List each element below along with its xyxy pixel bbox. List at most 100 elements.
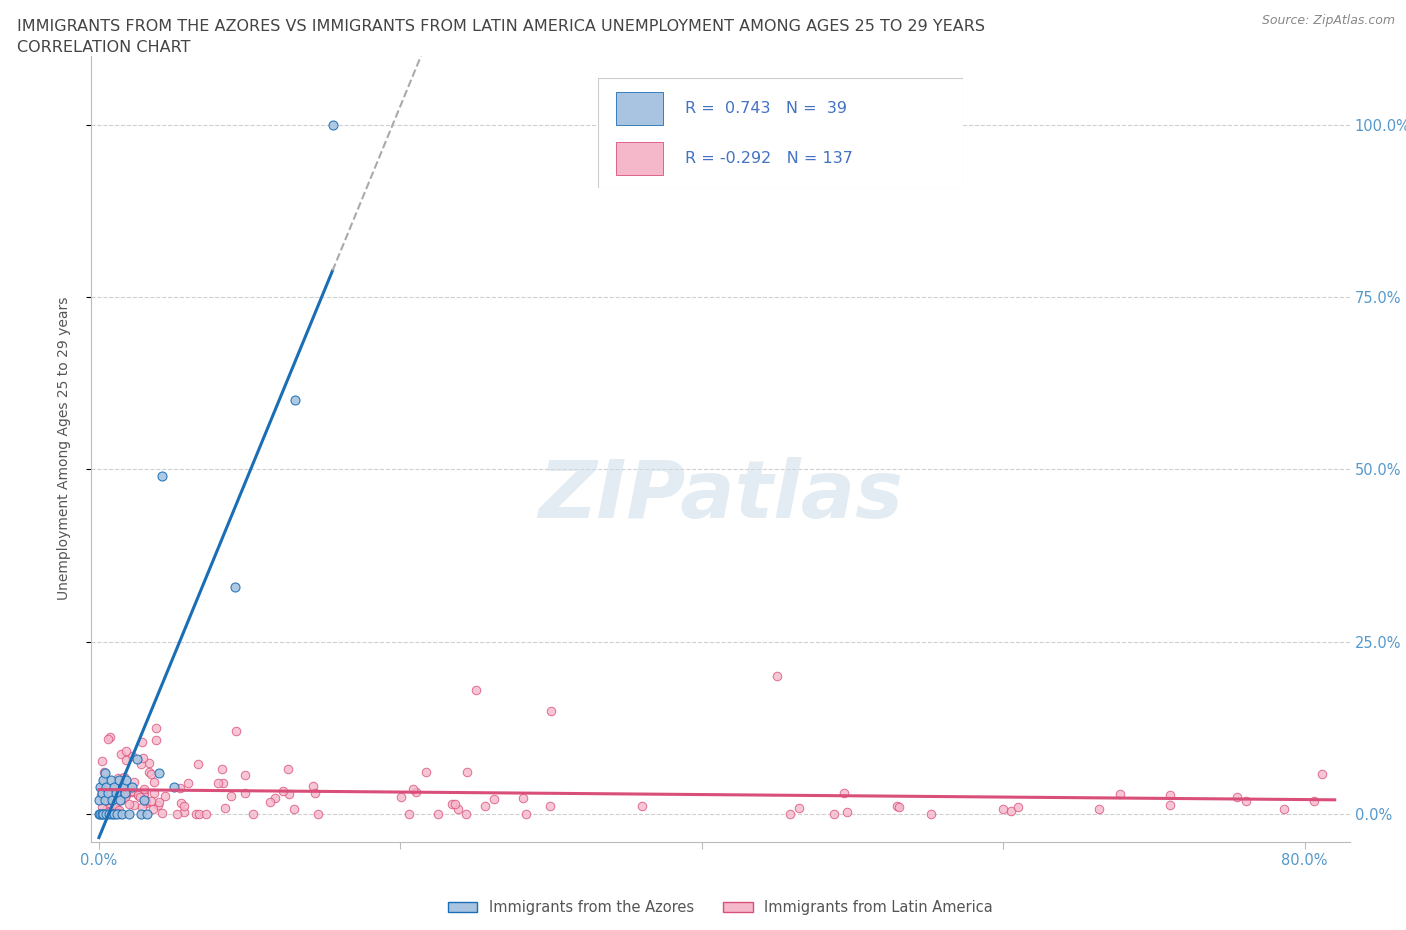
Point xyxy=(426,806,449,821)
Point xyxy=(887,799,910,814)
Point xyxy=(538,799,561,814)
Point xyxy=(107,803,129,817)
Point xyxy=(264,790,287,805)
Point xyxy=(103,779,125,794)
Point xyxy=(127,788,149,803)
Point xyxy=(207,776,229,790)
Legend: Immigrants from the Azores, Immigrants from Latin America: Immigrants from the Azores, Immigrants f… xyxy=(443,894,998,921)
Point xyxy=(484,791,506,806)
Point xyxy=(136,806,159,821)
Point xyxy=(107,783,129,798)
Point xyxy=(1225,790,1247,804)
Point xyxy=(121,748,143,763)
Point xyxy=(447,802,470,817)
Point xyxy=(110,747,132,762)
Point xyxy=(110,792,132,807)
Point xyxy=(101,806,124,821)
Point xyxy=(405,785,427,800)
Point xyxy=(135,793,157,808)
Point xyxy=(302,779,325,794)
Point xyxy=(886,798,908,813)
Point xyxy=(787,801,810,816)
Point xyxy=(91,806,114,821)
Point xyxy=(134,793,156,808)
Point xyxy=(148,765,170,780)
Point xyxy=(834,786,856,801)
Point xyxy=(94,789,117,804)
Point xyxy=(242,806,264,821)
Point xyxy=(115,785,138,800)
Point xyxy=(91,800,114,815)
Point xyxy=(87,806,110,821)
Point xyxy=(214,801,236,816)
Point xyxy=(415,764,437,779)
Point xyxy=(173,799,195,814)
Point xyxy=(104,785,127,800)
Y-axis label: Unemployment Among Ages 25 to 29 years: Unemployment Among Ages 25 to 29 years xyxy=(56,297,70,601)
Point xyxy=(110,806,132,821)
Point xyxy=(991,802,1014,817)
Point xyxy=(118,806,141,821)
Point xyxy=(103,804,125,818)
FancyBboxPatch shape xyxy=(598,78,963,188)
Point xyxy=(920,806,942,821)
Point xyxy=(823,806,845,821)
Point xyxy=(150,805,173,820)
Point xyxy=(1159,797,1181,812)
Point xyxy=(166,806,188,821)
Point xyxy=(131,799,153,814)
Point xyxy=(145,721,167,736)
Point xyxy=(402,781,425,796)
Point xyxy=(143,785,166,800)
Point xyxy=(91,786,114,801)
Point xyxy=(304,786,326,801)
Point xyxy=(103,805,125,820)
Point xyxy=(512,790,534,805)
Point xyxy=(1109,787,1132,802)
Point xyxy=(96,806,118,821)
Point xyxy=(100,772,122,787)
Point xyxy=(283,802,305,817)
Point xyxy=(132,789,155,804)
Point xyxy=(114,786,136,801)
FancyBboxPatch shape xyxy=(616,141,664,175)
Point xyxy=(98,806,121,821)
Point xyxy=(112,779,135,794)
Point xyxy=(132,751,155,765)
Point xyxy=(441,796,464,811)
Point xyxy=(115,788,138,803)
Point xyxy=(107,805,129,820)
Point xyxy=(211,762,233,777)
Point xyxy=(170,795,193,810)
Point xyxy=(211,775,233,790)
Point xyxy=(134,781,156,796)
Point xyxy=(139,766,162,781)
Point xyxy=(1007,800,1029,815)
Point xyxy=(138,756,160,771)
Point xyxy=(194,806,217,821)
Point xyxy=(259,794,281,809)
Point xyxy=(108,793,131,808)
Point xyxy=(105,802,128,817)
Point xyxy=(94,765,117,780)
Point xyxy=(104,806,127,821)
Point xyxy=(107,771,129,786)
Point xyxy=(454,806,477,821)
Point xyxy=(111,779,134,794)
Point xyxy=(224,579,246,594)
Point xyxy=(169,780,191,795)
Text: Source: ZipAtlas.com: Source: ZipAtlas.com xyxy=(1261,14,1395,27)
Point xyxy=(148,795,170,810)
Point xyxy=(835,804,858,819)
Point xyxy=(1303,793,1326,808)
Point xyxy=(121,784,143,799)
Point xyxy=(96,801,118,816)
Point xyxy=(444,796,467,811)
Text: IMMIGRANTS FROM THE AZORES VS IMMIGRANTS FROM LATIN AMERICA UNEMPLOYMENT AMONG A: IMMIGRANTS FROM THE AZORES VS IMMIGRANTS… xyxy=(17,19,984,33)
Point xyxy=(110,806,132,821)
Point xyxy=(155,789,177,804)
Point xyxy=(464,683,486,698)
Point xyxy=(173,804,195,819)
Point xyxy=(114,785,136,800)
Point xyxy=(235,786,257,801)
